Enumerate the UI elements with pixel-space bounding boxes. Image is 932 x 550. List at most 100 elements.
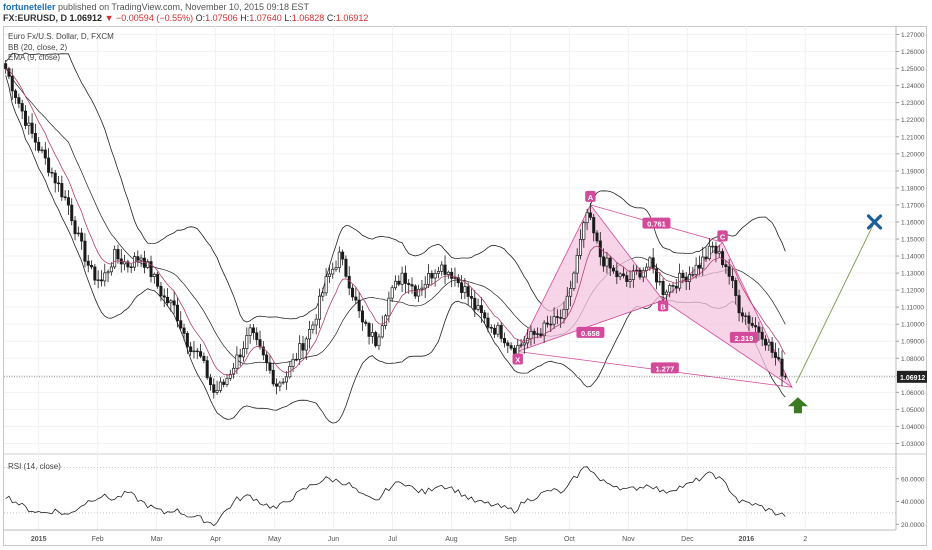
author-link[interactable]: fortuneteller [3, 2, 56, 12]
legend-bb: BB (20, close, 2) [8, 43, 68, 52]
price-tick-label: 1.23000 [901, 100, 925, 107]
pattern-point-b: B [660, 302, 666, 311]
pattern-point-x-box [512, 353, 523, 365]
pattern-line-xb [517, 299, 664, 352]
candle-body [364, 321, 368, 324]
candle-body [294, 358, 298, 361]
candle-body [423, 284, 427, 289]
price-tick-label: 1.21000 [901, 134, 925, 141]
candle-body [493, 327, 497, 335]
candle-body [539, 333, 543, 337]
candle-body [278, 382, 282, 387]
candle-body [545, 322, 549, 325]
time-tick-label: Sep [504, 536, 517, 543]
legend-instrument: Euro Fx/U.S. Dollar, D, FXCM [8, 32, 114, 41]
low-label: L: [284, 13, 292, 23]
candle-body [387, 297, 391, 317]
candle-body [506, 342, 510, 346]
candle-body [185, 333, 189, 348]
candle-body [489, 327, 493, 329]
candle-body [255, 332, 259, 341]
candle-body [565, 295, 569, 310]
candle-body [691, 274, 695, 276]
candle-body [549, 323, 553, 326]
candle-body [245, 335, 249, 349]
candle-body [291, 358, 295, 367]
candle-body [7, 68, 11, 77]
price-tick-label: 1.24000 [901, 83, 925, 90]
candle-body [321, 292, 325, 297]
candle-body [351, 287, 355, 298]
ema-line [5, 68, 786, 376]
candle-body [393, 280, 397, 289]
candle-body [483, 312, 487, 319]
candle-body [582, 222, 586, 240]
candle-body [417, 288, 421, 297]
candle-body [767, 341, 771, 346]
pattern-triangle-bcd [662, 241, 793, 389]
time-tick-label: Dec [681, 536, 694, 543]
candle-body [542, 322, 546, 337]
candle-body [615, 270, 619, 278]
candle-body [734, 280, 738, 296]
candle-body [40, 149, 44, 152]
candle-body [50, 172, 54, 174]
candle-body [697, 264, 701, 269]
candle-body [638, 269, 642, 278]
candle-body [225, 377, 229, 385]
candle-body [671, 285, 675, 287]
candle-body [129, 266, 133, 269]
candle-body [258, 339, 262, 348]
candle-body [215, 390, 219, 393]
candle-body [694, 264, 698, 275]
candle-body [53, 172, 57, 184]
candle-body [199, 351, 203, 357]
candle-body [218, 381, 222, 391]
candle-body [654, 268, 658, 283]
high-value: 1.07640 [249, 13, 282, 23]
candle-body [503, 338, 507, 344]
candle-body [156, 273, 160, 287]
candle-body [602, 256, 606, 267]
candle-body [552, 316, 556, 325]
symbol-label[interactable]: FX:EURUSD, D [3, 13, 68, 23]
candle-body [212, 384, 216, 393]
candle-body [608, 257, 612, 269]
price-tick-label: 1.13000 [901, 271, 925, 278]
price-tick-label: 1.25000 [901, 66, 925, 73]
price-tick-label: 1.26000 [901, 49, 925, 56]
candle-body [651, 257, 655, 270]
close-value: 1.06912 [335, 13, 369, 23]
candle-body [446, 271, 450, 275]
candle-body [592, 217, 596, 234]
candle-body [711, 245, 715, 248]
time-tick-label: Aug [445, 536, 458, 543]
candle-body [780, 358, 784, 377]
ratio-ac: 0.761 [647, 220, 666, 229]
ratio-xd: 1.277 [655, 364, 674, 373]
candle-body [202, 355, 206, 361]
candle-body [166, 296, 170, 304]
candle-body [275, 383, 279, 387]
candle-body [116, 249, 120, 260]
candle-body [317, 295, 322, 320]
ratio-bd: 2.319 [735, 334, 754, 343]
candle-body [109, 266, 113, 273]
candle-body [136, 256, 140, 261]
last-price: 1.06912 [69, 13, 103, 23]
candle-body [60, 183, 64, 198]
candle-body [463, 286, 467, 293]
candle-body [628, 279, 632, 282]
price-tick-label: 1.04000 [901, 424, 925, 431]
candle-body [760, 331, 764, 340]
candlesticks [4, 60, 787, 399]
candle-body [433, 273, 437, 279]
candle-body [146, 261, 150, 268]
candle-body [159, 285, 163, 297]
candle-body [740, 312, 744, 317]
candle-body [777, 357, 781, 360]
candle-body [625, 275, 629, 282]
candle-body [242, 348, 246, 358]
price-tick-label: 1.05000 [901, 407, 925, 414]
